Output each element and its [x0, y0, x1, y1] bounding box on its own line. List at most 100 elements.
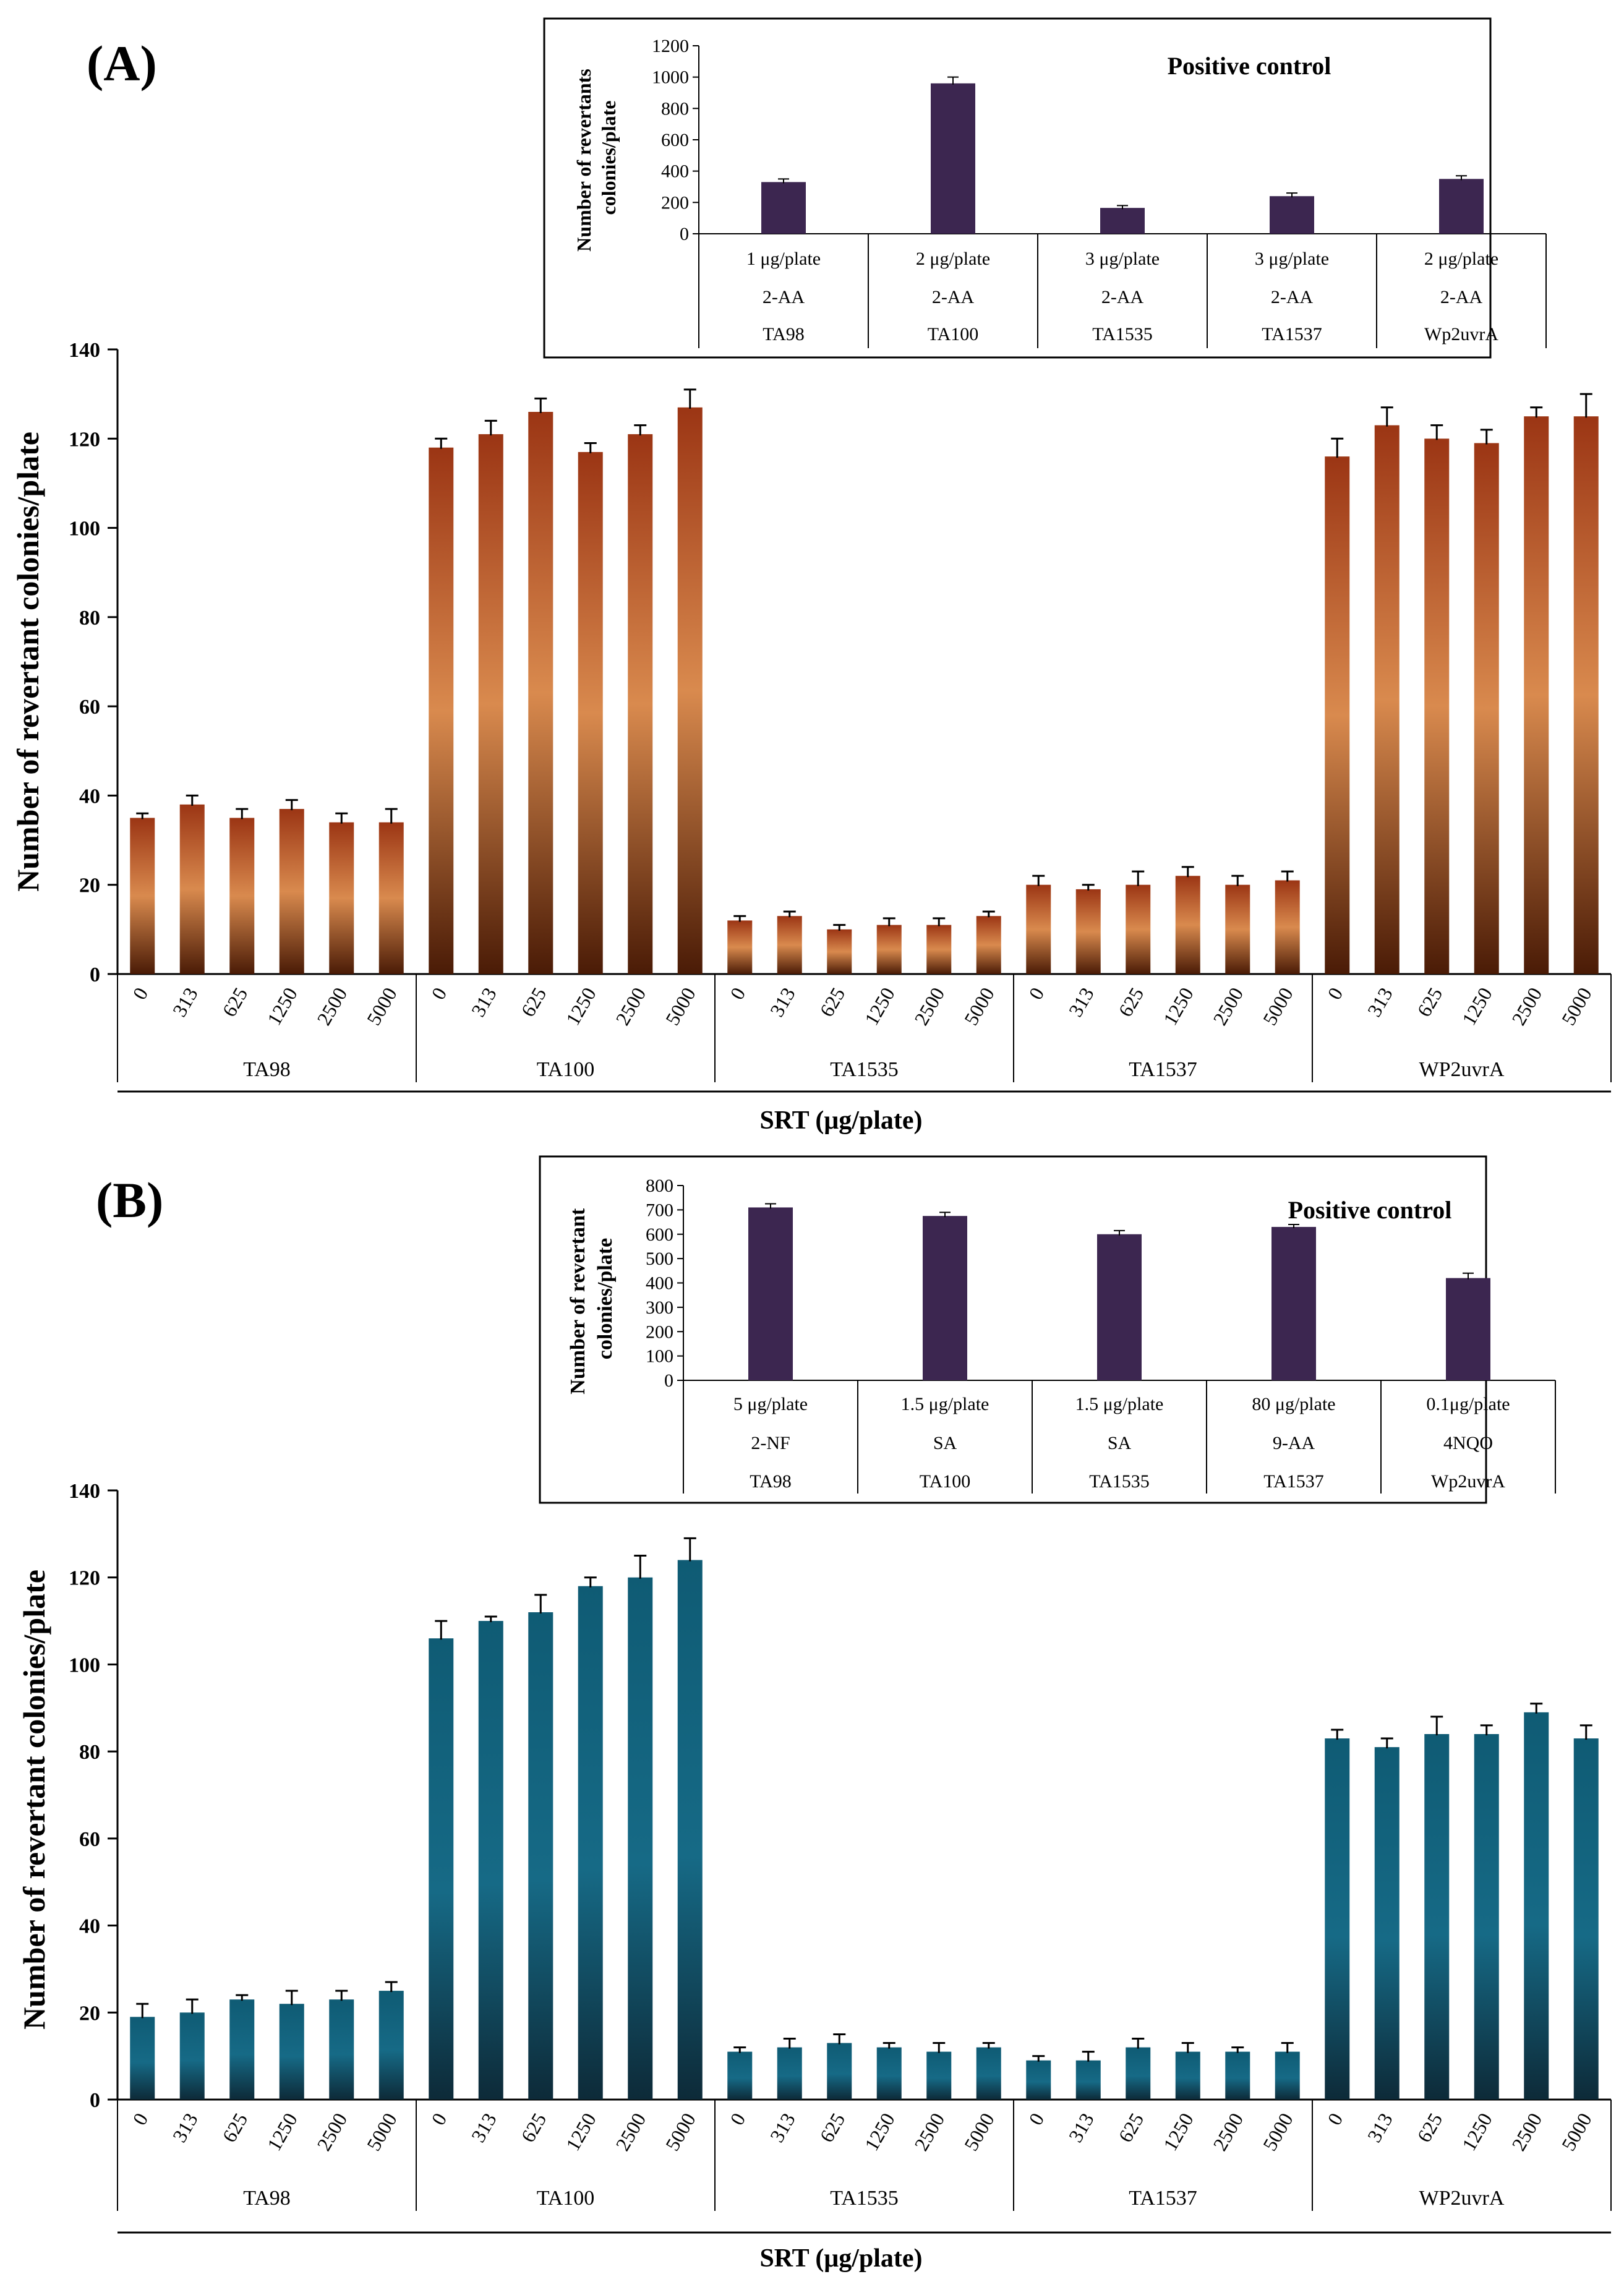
- chart-a-y-tick-label: 20: [79, 874, 100, 897]
- chart-b-group-label: TA1537: [1129, 2187, 1197, 2210]
- chart-b-bar: [1573, 1738, 1599, 2100]
- inset-b-strain-label: Wp2uvrA: [1431, 1471, 1505, 1492]
- chart-b-bar: [1075, 2060, 1101, 2100]
- inset-a-agent-label: 2-AA: [1271, 287, 1314, 307]
- chart-a-group-label: TA100: [537, 1058, 595, 1081]
- chart-a-bar: [1573, 416, 1599, 974]
- chart-a-bar: [429, 447, 454, 974]
- chart-a-dose-label: 625: [815, 984, 849, 1021]
- chart-b-dose-label: 313: [1064, 2109, 1098, 2147]
- inset-b-ylabel-line1: Number of revertant: [566, 1208, 589, 1395]
- chart-a-group-label: TA98: [243, 1058, 291, 1081]
- chart-a-y-tick-label: 140: [69, 339, 100, 362]
- chart-b-y-tick-label: 40: [79, 1915, 100, 1938]
- chart-a-bar: [528, 412, 553, 974]
- inset-b-dose-label: 5 μg/plate: [733, 1394, 808, 1414]
- chart-b-dose-label: 5000: [362, 2109, 401, 2155]
- chart-a-dose-label: 313: [766, 984, 800, 1021]
- inset-b-ylabel: Number of revertant colonies/plate: [566, 1203, 617, 1394]
- chart-b-y-tick-label: 20: [79, 2002, 100, 2025]
- inset-a-ylabel-line2: colonies/plate: [597, 101, 620, 215]
- chart-b-bar: [1374, 1747, 1400, 2100]
- chart-b-dose-label: 0: [1024, 2109, 1048, 2129]
- inset-b-bar: [1446, 1278, 1490, 1380]
- chart-b-bar: [1225, 2051, 1250, 2100]
- inset-a-strain-label: TA1537: [1262, 324, 1322, 344]
- chart-b-plot: 0 20 40 60 80 100 120 140 0 313 625 1250 2500 5000 TA9…: [69, 1480, 1612, 2234]
- inset-a-y-tick-label: 0: [680, 224, 689, 244]
- chart-a-dose-label: 2500: [910, 984, 949, 1029]
- chart-a-dose-label: 1250: [562, 984, 600, 1029]
- chart-b-bar: [378, 1991, 404, 2100]
- chart-a-bar: [578, 451, 603, 974]
- inset-b-plot: 0 100 200 300 400 500 600 700 800 5 μg/plate 2-NF T…: [646, 1176, 1556, 1494]
- chart-a-dose-label: 2500: [1208, 984, 1247, 1029]
- chart-b-bar: [677, 1560, 703, 2100]
- chart-b-group-label: TA1535: [830, 2187, 899, 2210]
- chart-b-bar: [478, 1621, 503, 2100]
- chart-a-dose-label: 313: [467, 984, 501, 1021]
- chart-a-dose-label: 1250: [263, 984, 302, 1029]
- chart-b-dose-label: 2500: [611, 2109, 650, 2155]
- chart-a-bar: [976, 916, 1001, 974]
- chart-a-y-tick-label: 40: [79, 785, 100, 808]
- chart-a-group-label: TA1537: [1129, 1058, 1197, 1081]
- chart-a-bar: [1524, 416, 1549, 974]
- inset-a-bar: [1270, 196, 1314, 234]
- chart-a-bar: [1225, 884, 1250, 974]
- inset-a-strain-label: TA1535: [1092, 324, 1153, 344]
- chart-b-bar: [130, 2017, 155, 2100]
- panel-b-letter: (B): [96, 1172, 163, 1228]
- chart-a-y-tick-label: 100: [69, 518, 100, 541]
- chart-b-dose-label: 0: [725, 2109, 750, 2129]
- inset-b-dose-label: 1.5 μg/plate: [901, 1394, 989, 1414]
- chart-b-bar: [1424, 1734, 1450, 2100]
- inset-a-dose-label: 1 μg/plate: [746, 249, 821, 269]
- chart-b-dose-label: 625: [218, 2109, 252, 2147]
- chart-a-bar: [329, 822, 354, 974]
- chart-a-dose-label: 5000: [1557, 984, 1596, 1029]
- chart-b-dose-label: 1250: [1159, 2109, 1198, 2155]
- chart-b-bar: [429, 1638, 454, 2100]
- chart-b-bar: [628, 1577, 653, 2100]
- inset-b-y-tick-label: 300: [646, 1297, 673, 1318]
- chart-b-dose-label: 0: [128, 2109, 152, 2129]
- chart-a-dose-label: 625: [1412, 984, 1447, 1021]
- chart-a-dose-label: 1250: [1159, 984, 1198, 1029]
- chart-b-y-tick-label: 60: [79, 1828, 100, 1851]
- inset-a-title: Positive control: [1168, 52, 1331, 80]
- chart-a-bar: [677, 407, 703, 974]
- chart-a-group-label: WP2uvrA: [1419, 1058, 1505, 1081]
- chart-a-bar: [727, 920, 753, 974]
- inset-a-agent-label: 2-AA: [1101, 287, 1144, 307]
- inset-b-agent-label: 4NQO: [1443, 1433, 1493, 1453]
- chart-b-bar: [926, 2051, 952, 2100]
- chart-b-bar: [876, 2047, 902, 2100]
- chart-b-bar: [1474, 1734, 1499, 2100]
- inset-a-dose-label: 2 μg/plate: [916, 249, 990, 269]
- inset-b-y-tick-label: 400: [646, 1273, 673, 1294]
- inset-b-bar: [923, 1216, 967, 1380]
- chart-a-dose-label: 5000: [960, 984, 999, 1029]
- chart-b-dose-label: 2500: [1507, 2109, 1546, 2155]
- chart-b-dose-label: 1250: [562, 2109, 600, 2155]
- inset-a-ylabel-line1: Number of revertants: [573, 69, 595, 252]
- inset-b-y-tick-label: 500: [646, 1249, 673, 1269]
- chart-a-bar: [1026, 884, 1051, 974]
- inset-b-dose-label: 1.5 μg/plate: [1075, 1394, 1164, 1414]
- chart-a-bar: [777, 916, 802, 974]
- inset-a-strain-label: TA98: [763, 324, 805, 344]
- chart-a-bar: [279, 809, 304, 974]
- chart-b-y-tick-label: 140: [69, 1480, 100, 1503]
- inset-a-agent-label: 2-AA: [1440, 287, 1483, 307]
- inset-a-strain-label: Wp2uvrA: [1424, 324, 1498, 344]
- chart-a-bar: [378, 822, 404, 974]
- chart-b-dose-label: 625: [1412, 2109, 1447, 2147]
- inset-b-agent-label: SA: [933, 1433, 957, 1453]
- inset-a-bar: [761, 182, 806, 234]
- chart-b-dose-label: 2500: [910, 2109, 949, 2155]
- chart-b-dose-label: 0: [1323, 2109, 1347, 2129]
- chart-b-dose-label: 5000: [960, 2109, 999, 2155]
